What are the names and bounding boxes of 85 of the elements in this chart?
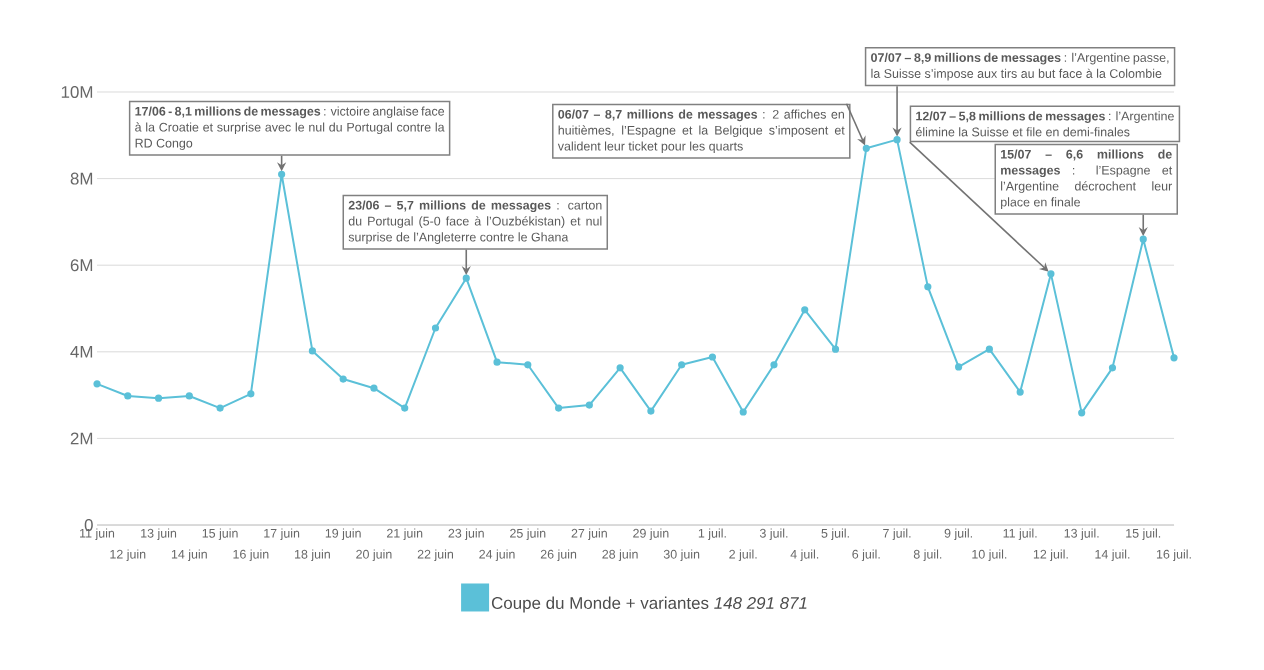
x-tick-label: 4 juil. (790, 549, 819, 562)
point (739, 408, 747, 416)
point (554, 404, 563, 412)
point (1016, 388, 1024, 396)
point (955, 363, 963, 371)
x-tick-label: 26 juin (540, 549, 577, 562)
point (585, 401, 593, 409)
point (493, 358, 501, 366)
y-tick-label: 0 (84, 519, 93, 531)
point (924, 283, 932, 291)
annotation: 12/07 – 5,8 millions de messages : l’Argentine élimine la Suisse et file en demi-finales (915, 111, 1174, 137)
annotation: 06/07 – 8,7 millions de messages : 2 affiches en huitièmes, l’Espagne et la Belgique s’imposent et valident leur ticket pour les quarts (557, 109, 845, 154)
x-tick-label: 25 juin (510, 528, 546, 541)
point (247, 390, 255, 398)
x-tick-label: 27 juin (571, 528, 607, 541)
x-tick-label: 18 juin (295, 549, 330, 562)
x-tick-label: 16 juil. (1156, 549, 1191, 562)
annotation: 15/07 – 6,6 millions de messages : l’Espagne et l’Argentine décrochent leur place en finale (1001, 149, 1173, 209)
x-tick-label: 12 juil. (1033, 549, 1068, 562)
point (124, 392, 132, 400)
x-tick-label: 17 juin (264, 528, 300, 541)
y-tick-label: 4M (70, 345, 93, 358)
x-tick-label: 11 juin (80, 528, 115, 541)
x-tick-label: 2 juil. (729, 549, 757, 562)
point (93, 380, 101, 388)
point (524, 361, 532, 369)
point (1139, 235, 1147, 243)
x-tick-label: 7 juil. (883, 528, 911, 541)
point (216, 404, 224, 412)
point (1078, 409, 1086, 417)
x-tick-label: 15 juil. (1126, 528, 1161, 541)
point (1170, 354, 1178, 362)
x-tick-label: 23 juin (448, 528, 484, 541)
point (154, 394, 163, 402)
point (370, 384, 378, 392)
annotation: 23/06 – 5,7 millions de messages : carton du Portugal (5-0 face à l’Ouzbékistan) et nul surprise de l’Angleterre contre le Ghana (348, 200, 602, 244)
x-tick-label: 6 juil. (852, 549, 880, 562)
point (278, 170, 286, 178)
x-tick-label: 5 juil. (821, 528, 849, 541)
x-tick-label: 1 juil. (698, 528, 726, 541)
point (985, 345, 993, 353)
point (647, 407, 655, 415)
point (893, 136, 901, 144)
point (1108, 364, 1117, 372)
point (401, 404, 409, 412)
x-tick-label: 9 juil. (944, 528, 972, 541)
x-tick-label: 19 juin (325, 528, 361, 541)
x-tick-label: 16 juin (233, 549, 269, 562)
x-tick-label: 21 juin (387, 528, 423, 541)
point (185, 392, 193, 400)
point (831, 345, 840, 353)
x-tick-label: 12 juin (110, 549, 146, 562)
x-tick-label: 30 juin (663, 549, 700, 562)
point (801, 306, 809, 314)
y-tick-label: 6M (70, 259, 93, 272)
y-tick-label: 8M (70, 172, 93, 185)
x-tick-label: 3 juil. (759, 528, 788, 541)
legend-label: Coupe du Monde + variantes 148 291 871 (491, 596, 807, 613)
point (431, 324, 440, 332)
point (308, 347, 316, 355)
point (862, 144, 870, 152)
point (1047, 270, 1055, 278)
point (616, 364, 624, 372)
point (462, 274, 470, 282)
x-tick-label: 22 juin (417, 549, 453, 562)
annotation: 07/07 – 8,9 millions de messages : l’Argentine passe, la Suisse s’impose aux tirs au but face à la Colombie (871, 52, 1169, 81)
annotation: 17/06 - 8,1 millions de messages : victoire anglaise face à la Croatie et surprise avec le nul du Portugal contre la RD Congo (135, 106, 445, 150)
x-tick-label: 13 juin (141, 528, 177, 541)
y-tick-label: 10M (61, 86, 93, 98)
x-tick-label: 13 juil. (1064, 528, 1099, 541)
y-tick-label: 2M (70, 432, 93, 445)
point (708, 353, 717, 361)
x-tick-label: 15 juin (202, 528, 238, 541)
x-tick-label: 29 juin (633, 528, 669, 541)
x-tick-label: 8 juil. (913, 549, 942, 562)
x-tick-label: 14 juil. (1095, 549, 1130, 562)
x-tick-label: 24 juin (479, 549, 515, 562)
point (339, 375, 347, 383)
point (678, 361, 686, 369)
point (770, 361, 778, 369)
x-tick-label: 11 juil. (1003, 528, 1037, 541)
x-tick-label: 10 juil. (972, 549, 1007, 562)
x-tick-label: 28 juin (602, 549, 638, 562)
x-tick-label: 20 juin (356, 549, 392, 562)
x-tick-label: 14 juin (171, 549, 207, 562)
